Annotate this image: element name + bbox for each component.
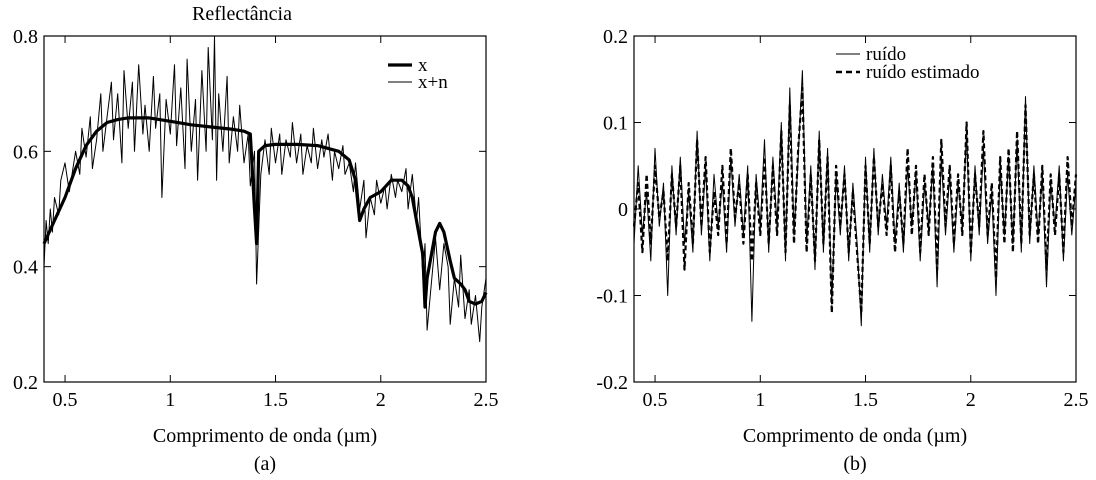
x-tick-label: 2 xyxy=(966,389,976,411)
x-tick-label: 0.5 xyxy=(53,389,78,411)
panel-caption: (a) xyxy=(254,453,276,475)
chart-panel-a: Reflectância 0.5 1 1.5 2 2.5 0.2 0.4 0.6 0.8 x x… xyxy=(13,3,499,475)
y-tick-label: 0.2 xyxy=(603,26,628,48)
x-axis-title: Comprimento de onda (µm) xyxy=(743,425,967,447)
series-line-x xyxy=(42,116,488,309)
legend: x x+n xyxy=(388,55,448,93)
y-tick-label: 0.1 xyxy=(603,113,628,135)
legend-label-ruido: ruído xyxy=(866,44,906,65)
y-tick-label: 0.6 xyxy=(13,141,38,163)
x-tick-label: 1.5 xyxy=(263,389,288,411)
x-tick-label: 2 xyxy=(376,389,386,411)
legend-label-ruido-estimado: ruído estimado xyxy=(866,62,979,83)
x-tick-label: 1.5 xyxy=(853,389,878,411)
x-tick-label: 1 xyxy=(165,389,175,411)
legend: ruído ruído estimado xyxy=(836,44,979,83)
y-tick-label: 0.2 xyxy=(13,372,38,394)
x-tick-label: 2.5 xyxy=(1064,389,1089,411)
panel-caption: (b) xyxy=(843,453,866,475)
x-axis-title: Comprimento de onda (µm) xyxy=(153,425,377,447)
legend-label-xn: x+n xyxy=(418,72,448,93)
x-tick-label: 2.5 xyxy=(474,389,499,411)
series-line-ru-do-estimado xyxy=(632,86,1078,314)
legend-label-x: x xyxy=(418,55,428,76)
y-tick-label: 0 xyxy=(618,199,628,221)
y-tick-label: -0.1 xyxy=(596,286,628,308)
y-tick-label: -0.2 xyxy=(596,372,628,394)
axis-ticks: 0.5 1 1.5 2 2.5 -0.2 -0.1 0 0.1 0.2 xyxy=(596,26,1088,411)
plot-frame xyxy=(43,35,487,383)
series-lines xyxy=(42,35,488,343)
series-line-x-n xyxy=(43,35,487,343)
axis-ticks: 0.5 1 1.5 2 2.5 0.2 0.4 0.6 0.8 xyxy=(13,26,499,411)
y-tick-label: 0.8 xyxy=(13,26,38,48)
x-tick-label: 0.5 xyxy=(643,389,668,411)
x-tick-label: 1 xyxy=(755,389,765,411)
y-tick-label: 0.4 xyxy=(13,257,38,279)
chart-title: Reflectância xyxy=(192,3,292,25)
chart-panel-b: 0.5 1 1.5 2 2.5 -0.2 -0.1 0 0.1 0.2 ruído ruído e… xyxy=(596,26,1088,475)
series-lines xyxy=(632,70,1078,327)
